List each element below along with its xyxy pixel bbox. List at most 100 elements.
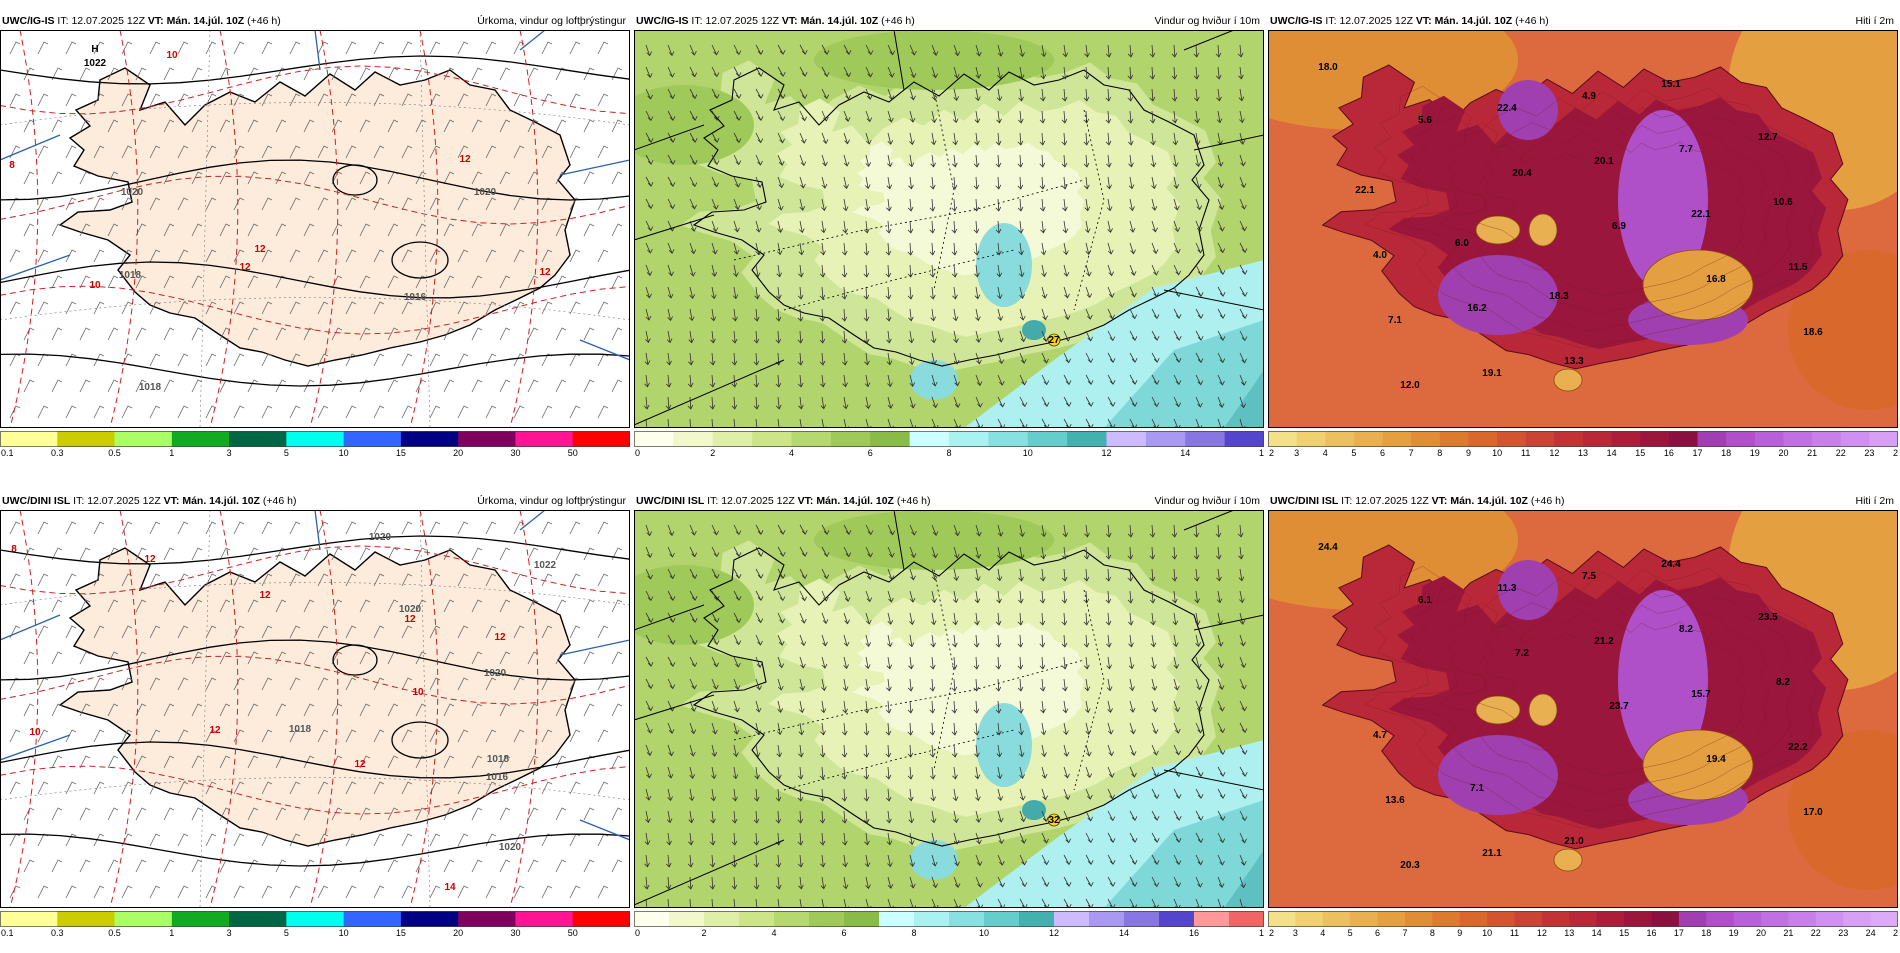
map-label: 13.6: [1385, 795, 1405, 806]
colorbar-tick-label: 25: [1892, 928, 1898, 938]
colorbar-tick-label: 0: [635, 928, 641, 938]
it-label: IT:: [707, 495, 719, 507]
valid-time: Mán. 14.júl. 10Z: [800, 15, 879, 27]
model-run-info: UWC/IG-IS IT: 12.07.2025 12Z VT: Mán. 14…: [1270, 13, 1549, 29]
map-label: 23.7: [1609, 701, 1629, 712]
colorbar-swatch: [114, 431, 173, 447]
colorbar-tick-label: 16: [1663, 448, 1674, 458]
map-label: 11.5: [1789, 262, 1808, 273]
colorbar-ticks: 02468101214161820222426: [634, 928, 1264, 940]
colorbar-swatch: [1295, 911, 1324, 927]
colorbar-tick-label: 30: [510, 928, 521, 938]
colorbar-tick-label: 5: [283, 448, 289, 458]
vt-label: VT:: [163, 495, 180, 507]
colorbar-swatch: [0, 431, 58, 447]
colorbar-swatch: [1840, 431, 1870, 447]
colorbar-swatch: [1106, 431, 1147, 447]
map-label: 4.9: [1582, 91, 1596, 102]
colorbar-swatch: [988, 431, 1029, 447]
map-label: 32: [1048, 815, 1060, 826]
colorbar-tick-label: 10: [1482, 928, 1493, 938]
panel-header: UWC/IG-IS IT: 12.07.2025 12Z VT: Mán. 14…: [1268, 13, 1898, 29]
map-label: 11.3: [1498, 583, 1517, 594]
colorbar-tick-label: 18: [1721, 448, 1732, 458]
vt-label: VT:: [147, 15, 164, 27]
colorbar-swatch: [229, 911, 287, 927]
colorbar-tick-label: 50: [567, 928, 578, 938]
map-label: 10.6: [1773, 197, 1793, 208]
colorbar: [634, 431, 1264, 447]
colorbar-tick-label: 3: [226, 448, 232, 458]
colorbar-swatch: [1353, 431, 1384, 447]
colorbar-swatch: [1624, 911, 1652, 927]
colorbar-swatch: [1124, 911, 1160, 927]
colorbar-swatch: [57, 911, 116, 927]
colorbar-swatch: [572, 431, 630, 447]
colorbar-swatch: [1525, 431, 1555, 447]
map-label: 12: [144, 554, 156, 565]
colorbar-swatch: [1268, 431, 1298, 447]
colorbar-swatch: [57, 431, 116, 447]
colorbar-swatch: [1459, 911, 1488, 927]
colorbar-swatch: [458, 911, 516, 927]
colorbar-tick-label: 11: [1509, 928, 1520, 938]
panel-header: UWC/DINI ISL IT: 12.07.2025 12Z VT: Mán.…: [634, 493, 1264, 509]
colorbar-swatch: [1640, 431, 1670, 447]
colorbar-tick-label: 16: [1646, 928, 1657, 938]
map-label: H: [91, 44, 98, 55]
colorbar-swatch: [634, 431, 674, 447]
map-label: 18.6: [1803, 327, 1823, 338]
model-run-info: UWC/IG-IS IT: 12.07.2025 12Z VT: Mán. 14…: [2, 13, 281, 29]
vt-label: VT:: [781, 15, 798, 27]
map-label: 17.0: [1803, 807, 1823, 818]
map-label: 8: [11, 544, 17, 555]
map-temp: 24.4 6.1 7.2 23.7 19.4 17.0 20.3 11.3 21.2 15.7 22…: [1268, 510, 1898, 908]
map-label: 4.0: [1373, 250, 1387, 261]
panel-header: UWC/DINI ISL IT: 12.07.2025 12Z VT: Mán.…: [1268, 493, 1898, 509]
colorbar-swatch: [1869, 431, 1898, 447]
colorbar-tick-label: 12: [1048, 928, 1060, 938]
forecast-panel-wind: UWC/IG-IS IT: 12.07.2025 12Z VT: Mán. 14…: [634, 13, 1264, 473]
map-label: 21.1: [1482, 848, 1502, 859]
colorbar-ticks: 2345678910111213141516171819202122232425: [1268, 928, 1898, 940]
lead-time: (+46 h): [1530, 495, 1565, 507]
it-label: IT:: [57, 15, 69, 27]
map-label: 22.2: [1788, 742, 1808, 753]
forecast-panel-wind: UWC/DINI ISL IT: 12.07.2025 12Z VT: Mán.…: [634, 493, 1264, 953]
colorbar-swatch: [1322, 911, 1351, 927]
colorbar-tick-label: 9: [1457, 928, 1463, 938]
colorbar-swatch: [1411, 431, 1441, 447]
field-title: Vindur og hviður í 10m: [1154, 15, 1260, 27]
colorbar-swatch: [1554, 431, 1584, 447]
colorbar-tick-label: 0.1: [1, 448, 14, 458]
colorbar-tick-label: 12: [1549, 448, 1560, 458]
colorbar-swatch: [1054, 911, 1090, 927]
model-run-info: UWC/IG-IS IT: 12.07.2025 12Z VT: Mán. 14…: [636, 13, 915, 29]
map-label: 12: [209, 725, 221, 736]
map-label: 4.7: [1373, 730, 1387, 741]
map-label: 6.1: [1418, 595, 1432, 606]
forecast-panel-temp: UWC/IG-IS IT: 12.07.2025 12Z VT: Mán. 14…: [1268, 13, 1898, 473]
colorbar-tick-label: 21: [1807, 448, 1818, 458]
map-label: 12.7: [1758, 132, 1778, 143]
colorbar-swatch: [1194, 911, 1230, 927]
map-label: 18.0: [1318, 62, 1338, 73]
map-label: 24.4: [1318, 542, 1338, 553]
field-title: Hiti í 2m: [1855, 495, 1894, 507]
colorbar-swatch: [286, 911, 345, 927]
colorbar-tick-label: 16: [1188, 928, 1200, 938]
colorbar-swatch: [1583, 431, 1613, 447]
colorbar-swatch: [458, 431, 516, 447]
colorbar-swatch: [1229, 911, 1264, 927]
map-label: 20.4: [1512, 168, 1532, 179]
colorbar-tick-label: 10: [1022, 448, 1033, 458]
colorbar-tick-label: 15: [1619, 928, 1630, 938]
colorbar-tick-label: 6: [867, 448, 873, 458]
map-label: 1018: [139, 382, 162, 393]
colorbar-swatch: [1382, 431, 1412, 447]
colorbar-swatch: [739, 911, 775, 927]
map-label: 7.2: [1515, 648, 1529, 659]
colorbar-tick-label: 8: [911, 928, 917, 938]
